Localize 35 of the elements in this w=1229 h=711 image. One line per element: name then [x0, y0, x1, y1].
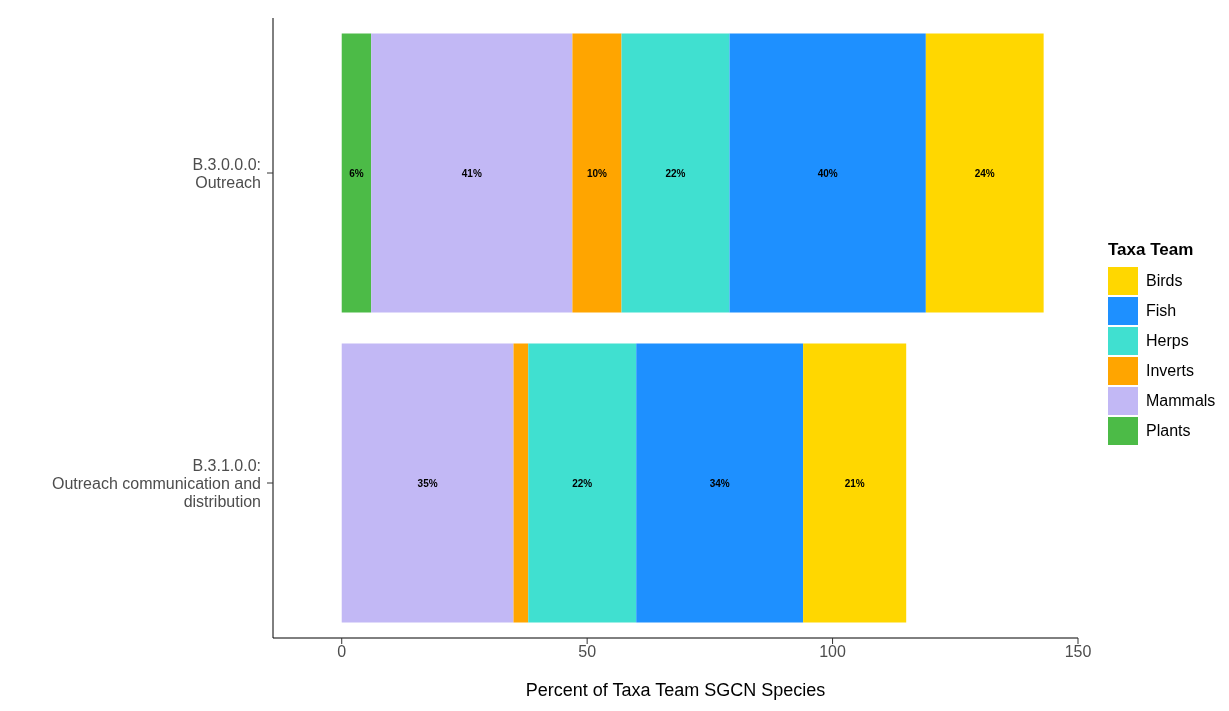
data-label: 6%: [349, 167, 364, 179]
x-tick-label: 100: [819, 643, 847, 661]
data-label: 22%: [572, 477, 593, 489]
bar: [513, 343, 529, 623]
data-label: 35%: [417, 477, 438, 489]
data-label: 10%: [586, 167, 608, 179]
legend-label: Birds: [1146, 272, 1183, 290]
y-tick-label: B.3.1.0.0: Outreach communication and distribution: [52, 456, 261, 510]
bar: [572, 33, 622, 313]
bar: [371, 33, 573, 313]
bar: [803, 343, 907, 623]
legend-label: Mammals: [1146, 392, 1216, 410]
legend-label: Inverts: [1146, 362, 1195, 380]
bar: [341, 343, 514, 623]
bar: [341, 33, 372, 313]
data-label: 22%: [665, 167, 686, 179]
data-label: 24%: [974, 167, 995, 179]
legend-label: Herps: [1146, 332, 1189, 350]
x-tick-label: 50: [578, 643, 597, 661]
x-tick-label: 0: [337, 643, 347, 661]
bar: [925, 33, 1044, 313]
legend-label: Fish: [1146, 302, 1177, 320]
y-tick-label: B.3.0.0.0: Outreach: [192, 155, 261, 191]
bar: [621, 33, 730, 313]
data-label: 40%: [817, 167, 838, 179]
x-axis-title: Percent of Taxa Team SGCN Species: [525, 680, 826, 700]
bar: [729, 33, 926, 313]
data-label: 21%: [844, 477, 865, 489]
data-label: 34%: [709, 477, 730, 489]
data-label: 41%: [461, 167, 482, 179]
bar: [636, 343, 804, 623]
legend-label: Plants: [1146, 422, 1191, 440]
bar: [528, 343, 637, 623]
x-tick-label: 150: [1064, 643, 1092, 661]
legend-title: Taxa Team: [1108, 240, 1195, 260]
